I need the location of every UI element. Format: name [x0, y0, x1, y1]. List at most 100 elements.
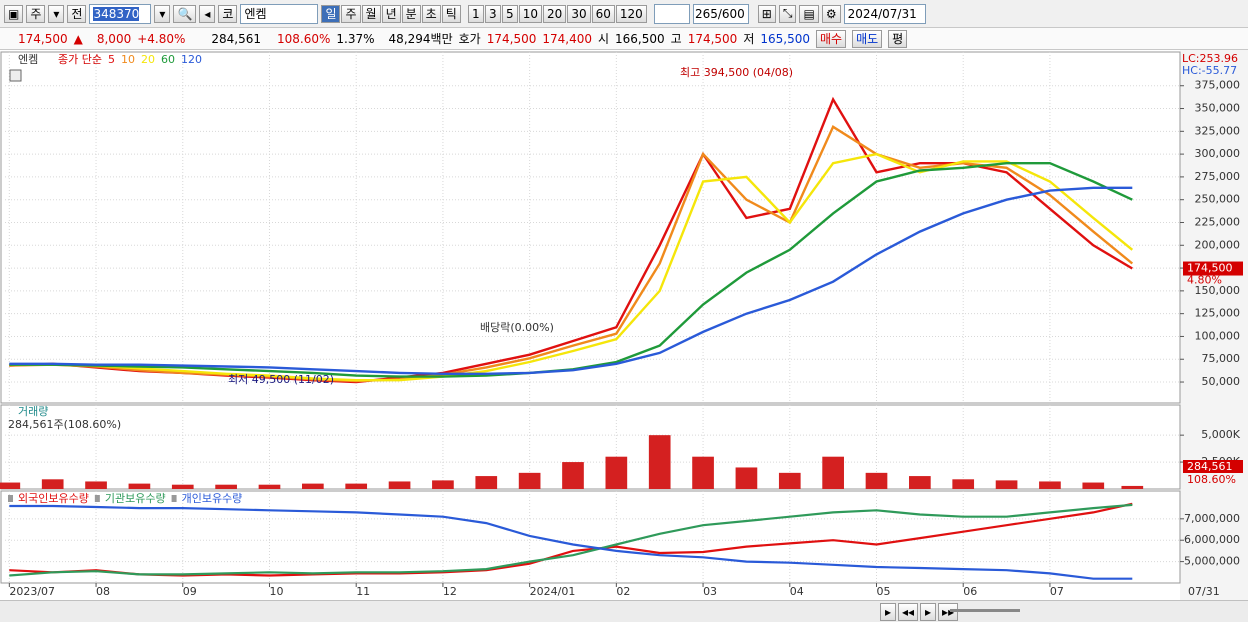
y-tick-label: 350,000 — [1195, 102, 1241, 115]
count-group: 1 3 5 10 20 30 60 120 — [467, 4, 647, 23]
y-tick-label: 50,000 — [1202, 375, 1241, 388]
legend-entry: 20 — [141, 53, 155, 66]
bid: 174,400 — [542, 31, 592, 46]
nav-button[interactable]: ▸ — [880, 603, 896, 621]
volume-tag — [1183, 460, 1243, 473]
chart-subtitle: 종가 단순 — [58, 53, 102, 66]
count-button[interactable]: 30 — [567, 4, 591, 23]
search-button[interactable]: 🔍 — [173, 4, 197, 23]
y-tick-label: 100,000 — [1195, 329, 1241, 342]
count-button[interactable]: 120 — [615, 4, 647, 23]
y-tick-label: 75,000 — [1202, 352, 1241, 365]
count-button[interactable]: 1 — [467, 4, 484, 23]
save-button[interactable]: ▤ — [799, 4, 819, 23]
prev-button[interactable]: 전 — [67, 4, 87, 23]
x-tick-label: 10 — [269, 585, 283, 598]
volume: 284,561 — [211, 31, 262, 46]
zoom-slider[interactable] — [950, 609, 1020, 612]
y-tick-label: 5,000K — [1201, 428, 1240, 441]
x-tick-label: 11 — [356, 585, 370, 598]
interval-button[interactable]: 년 — [381, 4, 401, 23]
volume-bar — [258, 484, 281, 489]
volume-bar — [865, 472, 888, 489]
dropdown[interactable]: ▾ — [154, 4, 171, 23]
volume-bar — [735, 467, 758, 489]
dropdown[interactable]: ▾ — [48, 4, 65, 23]
code-input[interactable]: 348370 — [89, 3, 152, 24]
x-end-label: 07/31 — [1188, 585, 1220, 598]
series-line — [9, 152, 1134, 382]
avg-button[interactable]: 평 — [888, 29, 908, 48]
date-box[interactable]: 2024/07/31 — [843, 3, 926, 24]
interval-button[interactable]: 틱 — [441, 4, 461, 23]
interval-button[interactable]: 월 — [361, 4, 381, 23]
buy-button[interactable]: 매수 — [815, 29, 847, 48]
ask: 174,500 — [486, 31, 537, 46]
count-button[interactable]: 10 — [518, 4, 543, 23]
volume-bar — [128, 483, 151, 489]
volume-bar — [605, 456, 628, 489]
volume-bar — [171, 484, 194, 489]
x-tick-label: 09 — [183, 585, 197, 598]
legend-entry: 5 — [108, 53, 115, 66]
y-tick-label: 375,000 — [1195, 79, 1241, 92]
tool-button[interactable]: ⊞ — [757, 4, 776, 23]
nav-buttons: ▸ ◂◂ ▸ ▸▸ — [880, 603, 959, 621]
panel-subtitle: 284,561주(108.60%) — [8, 418, 121, 431]
interval-button[interactable]: 일 — [321, 4, 341, 23]
nav-button[interactable]: ▸▸ — [938, 603, 959, 621]
tool-button[interactable]: ⤡ — [778, 4, 797, 23]
y-tick-label: 5,000,000 — [1184, 555, 1240, 568]
sell-button[interactable]: 매도 — [852, 29, 883, 48]
legend-entry: 10 — [121, 53, 135, 66]
interval-button[interactable]: 초 — [421, 4, 441, 23]
x-tick-label: 12 — [443, 585, 457, 598]
count-button[interactable]: 60 — [591, 4, 615, 23]
series-line — [9, 504, 1133, 580]
nav-button[interactable]: ◂◂ — [898, 603, 919, 621]
panel-frame — [0, 51, 1181, 404]
volume-bar — [475, 476, 498, 489]
series-line — [9, 186, 1133, 375]
blank-box[interactable] — [653, 3, 690, 24]
low: 165,500 — [760, 31, 810, 46]
bars-shown: 265 — [694, 6, 718, 21]
bars-box[interactable]: 265/600 — [692, 3, 749, 24]
volume-bar — [85, 481, 107, 489]
annotation-low: 최저 49,500 (11/02) — [228, 373, 334, 386]
chart-area: 50,00075,000100,000125,000150,000175,000… — [0, 50, 1248, 600]
volume-bar — [345, 483, 368, 489]
annotation-dividend: 배당락(0.00%) — [480, 321, 554, 334]
count-button[interactable]: 3 — [484, 4, 501, 23]
amount: 48,294백만 — [388, 32, 453, 46]
quote-bar: 174,500 ▲ 8,000 +4.80% 284,561 108.60% 1… — [0, 28, 1248, 50]
settings-button[interactable]: ⚙ — [821, 4, 841, 23]
volume-bar — [302, 483, 324, 489]
y-tick-label: 6,000,000 — [1184, 533, 1240, 546]
count-button[interactable]: 5 — [501, 4, 518, 23]
x-tick-label: 05 — [876, 585, 890, 598]
y-tick-label: 225,000 — [1195, 215, 1241, 228]
volume-bar — [562, 462, 584, 489]
period-select[interactable]: 주 — [26, 4, 46, 23]
legend-entry: 60 — [161, 53, 175, 66]
panel-title: 거래량 — [18, 405, 48, 418]
x-tick-label: 2024/01 — [530, 585, 576, 598]
x-tick-label: 04 — [790, 585, 804, 598]
volume-tag-label: 284,561 — [1187, 460, 1233, 473]
legend-marker — [94, 495, 100, 502]
count-button[interactable]: 20 — [543, 4, 567, 23]
market-label: 코 — [218, 4, 238, 23]
nav-button[interactable]: ▸ — [920, 603, 937, 621]
menu-button[interactable]: ▣ — [4, 4, 24, 23]
interval-button[interactable]: 주 — [341, 4, 361, 23]
turnover: 1.37% — [336, 31, 375, 46]
x-tick-label: 03 — [703, 585, 717, 598]
legend-entry: 개인보유수량 — [182, 492, 243, 505]
sound-button[interactable]: ◂ — [199, 4, 216, 23]
interval-button[interactable]: 분 — [401, 4, 421, 23]
volume-bar — [41, 479, 64, 489]
name-box[interactable]: 엔켐 — [240, 3, 319, 24]
volume-bar — [0, 482, 21, 489]
